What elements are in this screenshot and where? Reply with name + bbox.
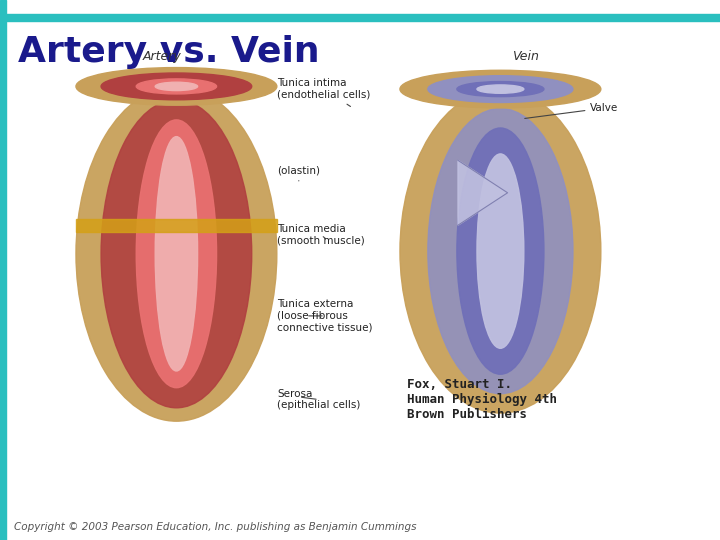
Ellipse shape xyxy=(76,68,277,105)
Ellipse shape xyxy=(136,120,217,388)
Ellipse shape xyxy=(101,73,252,100)
Text: Fox, Stuart I.
Human Physiology 4th
Brown Publishers: Fox, Stuart I. Human Physiology 4th Brow… xyxy=(407,378,557,421)
Ellipse shape xyxy=(457,82,544,97)
Text: Tunica intima
(endothelial cells): Tunica intima (endothelial cells) xyxy=(277,78,371,106)
Ellipse shape xyxy=(428,109,573,394)
Ellipse shape xyxy=(76,86,277,421)
Ellipse shape xyxy=(400,89,601,413)
Text: Serosa
(epithelial cells): Serosa (epithelial cells) xyxy=(277,389,361,410)
Bar xyxy=(0,14,720,21)
Ellipse shape xyxy=(101,100,252,408)
Bar xyxy=(76,219,277,232)
Ellipse shape xyxy=(477,154,524,348)
Ellipse shape xyxy=(428,76,573,103)
Ellipse shape xyxy=(136,79,217,94)
Ellipse shape xyxy=(477,85,524,93)
Bar xyxy=(0,0,6,540)
Ellipse shape xyxy=(400,70,601,108)
Text: Vein: Vein xyxy=(512,50,539,63)
Text: Tunica externa
(loose fibrous
connective tissue): Tunica externa (loose fibrous connective… xyxy=(277,299,373,333)
Text: (olastin): (olastin) xyxy=(277,165,320,181)
Text: Tunica media
(smooth muscle): Tunica media (smooth muscle) xyxy=(277,224,365,246)
Text: Valve: Valve xyxy=(525,103,618,118)
Text: Copyright © 2003 Pearson Education, Inc. publishing as Benjamin Cummings: Copyright © 2003 Pearson Education, Inc.… xyxy=(14,522,417,532)
Text: Artery vs. Vein: Artery vs. Vein xyxy=(18,35,320,69)
Polygon shape xyxy=(458,160,508,225)
Ellipse shape xyxy=(156,82,197,91)
Ellipse shape xyxy=(156,137,197,371)
Ellipse shape xyxy=(457,128,544,374)
Text: Artery: Artery xyxy=(143,50,181,63)
